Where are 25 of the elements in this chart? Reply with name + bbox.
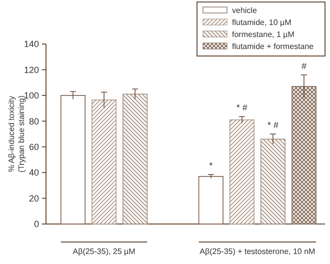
annotation: * # (267, 120, 278, 130)
legend-label: formestane, 1 µM (232, 30, 295, 39)
annotation: # (301, 60, 306, 71)
x-tick-label: Aβ(25-35) + testosterone, 10 nM (200, 247, 316, 256)
y-tick-label: 40 (28, 168, 39, 178)
y-tick-label: 80 (28, 116, 39, 126)
y-tick-label: 120 (24, 64, 39, 75)
bar (198, 176, 224, 224)
y-tick-label: 140 (24, 39, 39, 50)
annotation: * # (236, 102, 248, 113)
y-tick-label: 60 (28, 142, 39, 152)
bar (60, 95, 86, 224)
x-tick-label: Aβ(25-35), 25 µM (72, 247, 136, 256)
legend-label: vehicle (232, 6, 258, 15)
bar (122, 94, 148, 224)
legend-label: flutamide + formestane (232, 42, 314, 51)
y-tick-label: 20 (28, 193, 39, 204)
y-axis-title: % Aβ-induced toxicity (Trypan blue staining) (7, 95, 26, 173)
bar (229, 119, 254, 224)
y-tick-label: 0 (34, 219, 39, 230)
bar (260, 138, 286, 224)
annotation: * (209, 160, 214, 170)
bar (92, 100, 117, 224)
bar (291, 86, 316, 224)
legend-label: flutamide, 10 µM (232, 18, 292, 27)
